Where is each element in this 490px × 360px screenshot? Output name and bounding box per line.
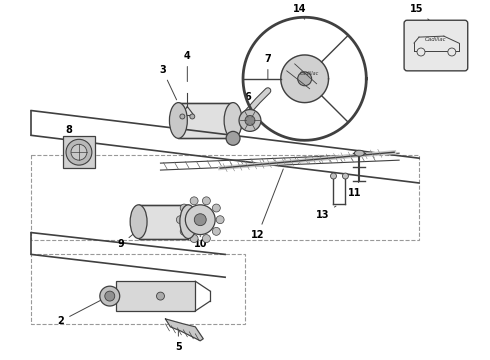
- Ellipse shape: [71, 144, 87, 160]
- Ellipse shape: [354, 150, 365, 156]
- Ellipse shape: [212, 204, 220, 212]
- Ellipse shape: [180, 114, 185, 119]
- Ellipse shape: [331, 173, 337, 179]
- Circle shape: [156, 292, 165, 300]
- Ellipse shape: [190, 235, 198, 243]
- Ellipse shape: [130, 205, 147, 239]
- Text: Cadillac: Cadillac: [425, 37, 447, 42]
- Circle shape: [195, 214, 206, 226]
- Ellipse shape: [202, 235, 210, 243]
- Text: 6: 6: [245, 92, 251, 109]
- Text: 1: 1: [131, 297, 144, 312]
- Polygon shape: [139, 205, 188, 239]
- Ellipse shape: [226, 131, 240, 145]
- Text: 4: 4: [184, 51, 191, 82]
- Text: 5: 5: [175, 328, 182, 352]
- Ellipse shape: [170, 103, 187, 138]
- Ellipse shape: [190, 114, 195, 119]
- Text: 2: 2: [58, 298, 105, 326]
- Bar: [31, 155, 419, 239]
- Ellipse shape: [212, 228, 220, 235]
- Ellipse shape: [180, 228, 188, 235]
- Polygon shape: [281, 55, 328, 103]
- Circle shape: [185, 205, 215, 235]
- Ellipse shape: [180, 205, 197, 239]
- Text: 3: 3: [159, 65, 176, 100]
- Bar: [31, 255, 245, 324]
- Ellipse shape: [239, 109, 261, 131]
- Text: 14: 14: [293, 4, 306, 19]
- Ellipse shape: [176, 216, 184, 224]
- Ellipse shape: [245, 116, 255, 125]
- Polygon shape: [166, 319, 203, 341]
- Text: 15: 15: [410, 4, 433, 23]
- Bar: [116, 281, 196, 311]
- Text: 7: 7: [265, 54, 271, 80]
- Ellipse shape: [66, 139, 92, 165]
- Text: 12: 12: [251, 169, 283, 239]
- Ellipse shape: [343, 173, 348, 179]
- Ellipse shape: [105, 291, 115, 301]
- Polygon shape: [178, 103, 233, 138]
- Text: 13: 13: [316, 206, 336, 220]
- Ellipse shape: [448, 48, 456, 56]
- Ellipse shape: [298, 72, 312, 86]
- Ellipse shape: [190, 197, 198, 205]
- Text: Cadillac: Cadillac: [300, 71, 319, 76]
- Text: 9: 9: [117, 232, 135, 249]
- Ellipse shape: [100, 286, 120, 306]
- Ellipse shape: [224, 103, 242, 138]
- Text: 8: 8: [66, 125, 79, 143]
- FancyBboxPatch shape: [404, 20, 468, 71]
- Ellipse shape: [180, 204, 188, 212]
- Text: 10: 10: [194, 235, 207, 249]
- Ellipse shape: [216, 216, 224, 224]
- Bar: [63, 136, 95, 168]
- Ellipse shape: [202, 197, 210, 205]
- Ellipse shape: [417, 48, 425, 56]
- Text: 11: 11: [347, 180, 361, 198]
